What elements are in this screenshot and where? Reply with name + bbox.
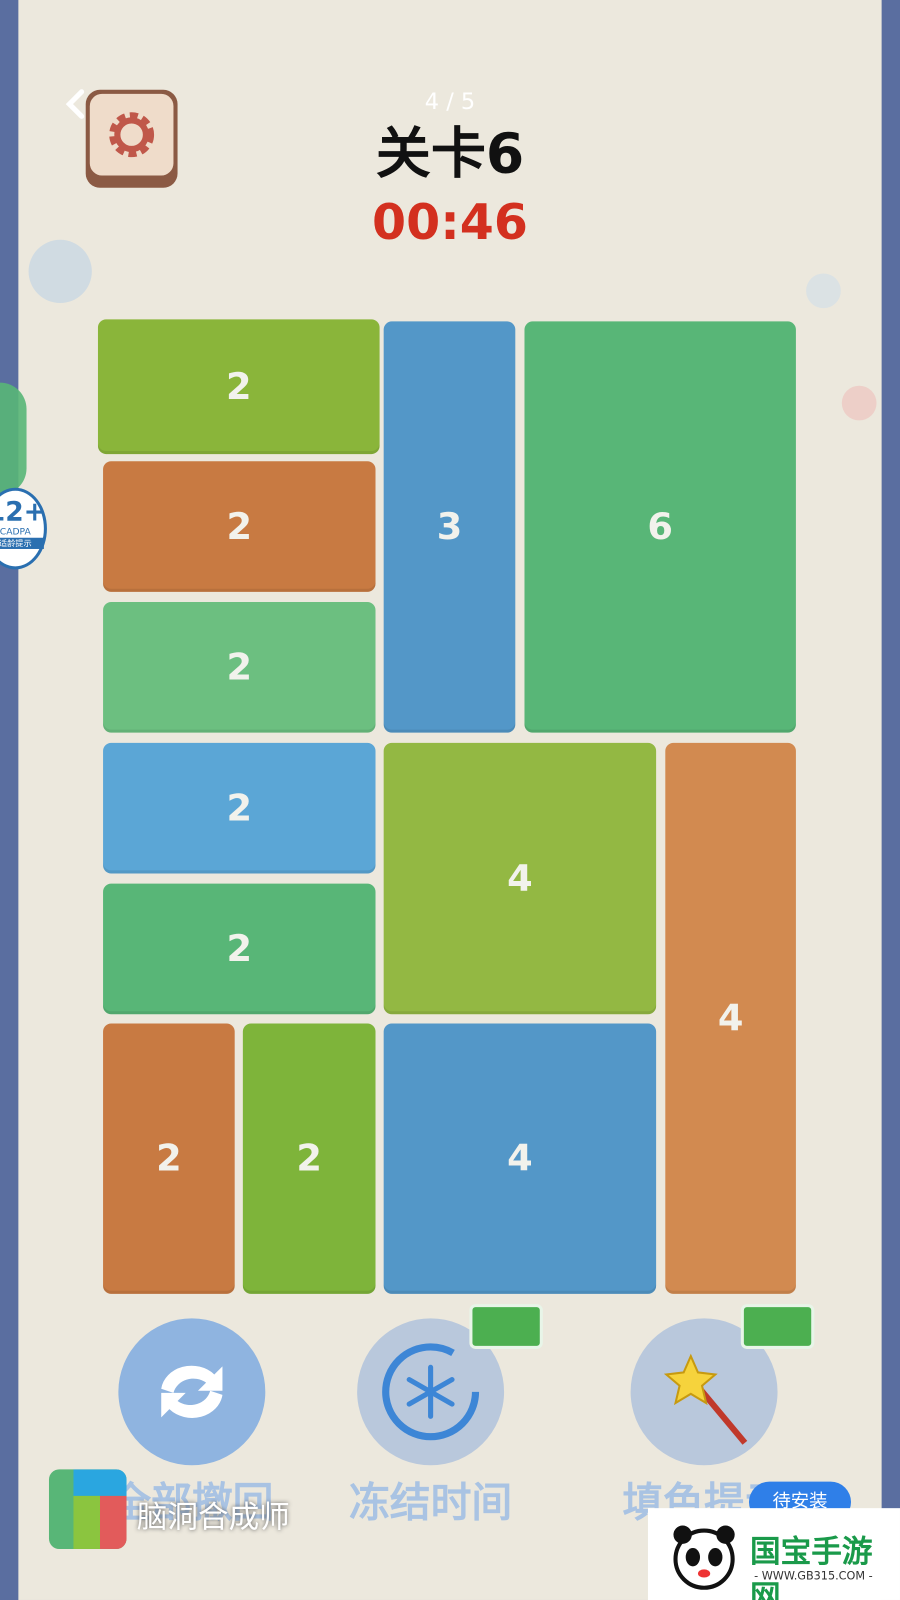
number-block[interactable]: 2 <box>103 742 376 874</box>
number-block[interactable]: 3 <box>383 321 516 733</box>
number-block[interactable]: 2 <box>242 1023 376 1294</box>
side-decor <box>0 382 27 495</box>
freeze-icon <box>382 1343 480 1441</box>
app-icon <box>48 1469 127 1549</box>
video-badge <box>469 1304 543 1349</box>
number-block[interactable]: 4 <box>383 742 657 1015</box>
gear-icon <box>109 112 155 158</box>
number-block[interactable]: 2 <box>103 602 376 733</box>
video-badge <box>740 1304 815 1349</box>
level-progress: 4 / 5 <box>424 89 476 116</box>
timer: 00:46 <box>372 193 528 252</box>
decor-bubble <box>28 239 92 304</box>
site-url: - WWW.GB315.COM - <box>754 1569 873 1583</box>
button-label: 全部撤回 <box>110 1479 274 1527</box>
undo-all-button[interactable] <box>118 1318 266 1466</box>
decor-bubble <box>806 273 841 309</box>
number-block[interactable]: 2 <box>103 883 376 1015</box>
number-block[interactable]: 4 <box>383 1023 657 1294</box>
site-watermark: 国宝手游网 - WWW.GB315.COM - <box>647 1508 900 1600</box>
undo-icon <box>161 1365 223 1418</box>
decor-bubble <box>841 385 877 421</box>
age-badge: 12+ CADPA 适龄提示 <box>0 487 47 570</box>
wand-icon <box>663 1353 748 1445</box>
number-block[interactable]: 6 <box>524 321 796 733</box>
settings-button[interactable] <box>85 89 178 188</box>
age-org: CADPA <box>0 527 31 538</box>
back-button[interactable] <box>61 88 92 123</box>
number-block[interactable]: 2 <box>97 319 380 455</box>
age-note: 适龄提示 <box>0 537 44 549</box>
number-block[interactable]: 4 <box>665 742 796 1294</box>
panda-logo <box>673 1525 735 1590</box>
site-name: 国宝手游网 <box>749 1534 873 1600</box>
number-block[interactable]: 2 <box>103 461 376 592</box>
watermark-app: 脑洞合成师 <box>136 1499 290 1536</box>
age-rating: 12+ <box>0 496 46 528</box>
level-title: 关卡6 <box>375 121 525 186</box>
button-label: 冻结时间 <box>348 1479 513 1527</box>
number-block[interactable]: 2 <box>103 1023 235 1294</box>
